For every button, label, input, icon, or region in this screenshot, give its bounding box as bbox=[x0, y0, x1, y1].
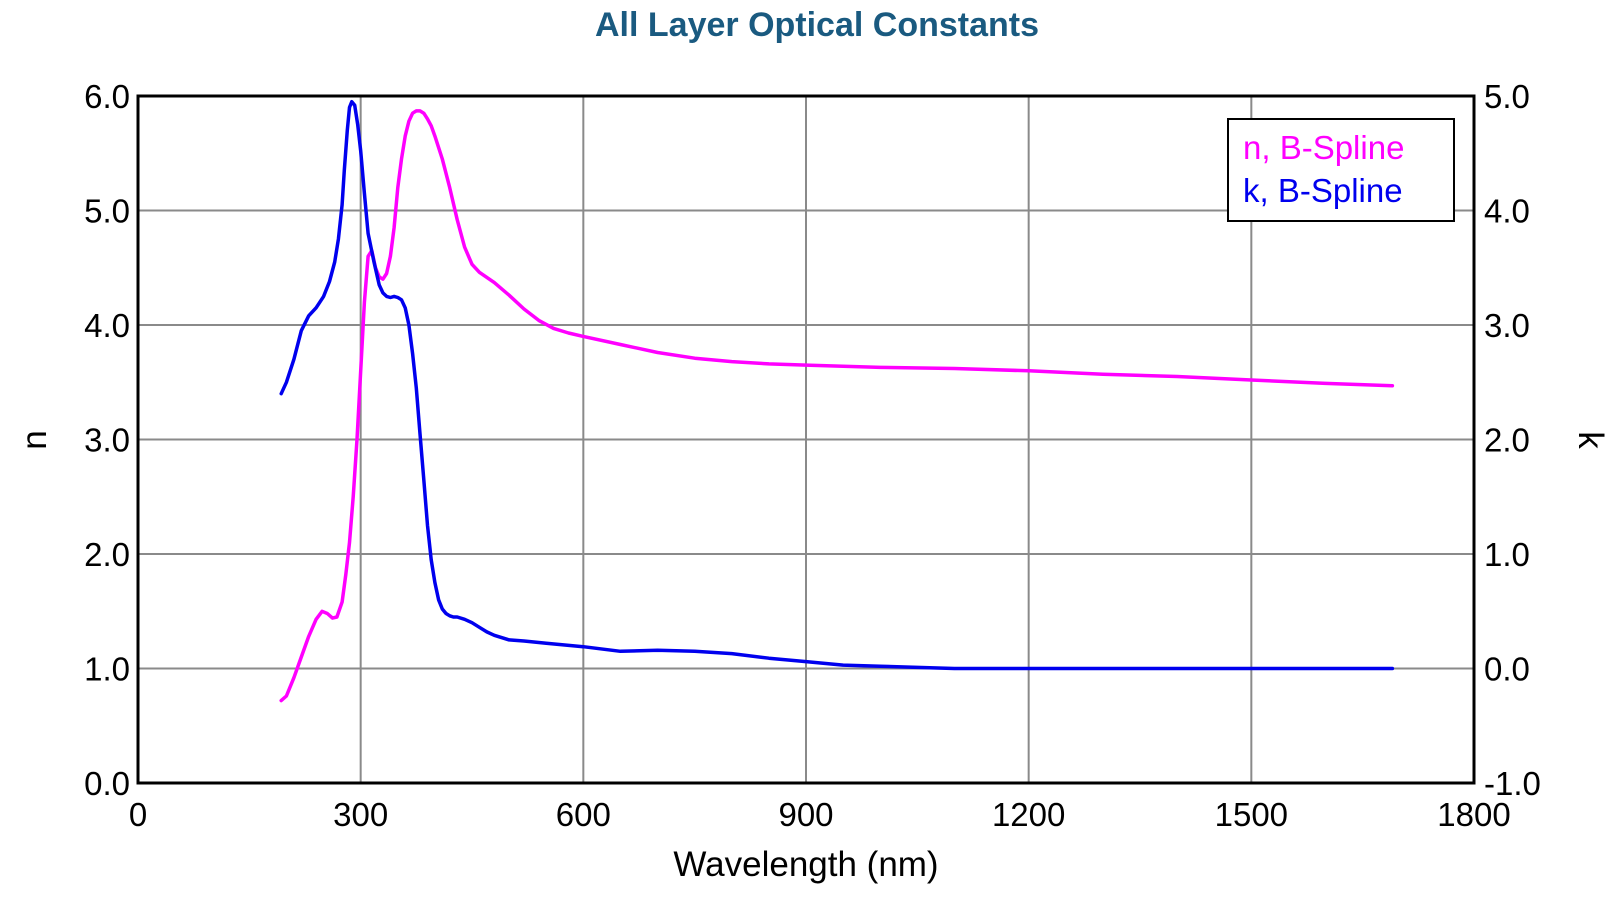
y-left-tick-label: 2.0 bbox=[84, 536, 130, 573]
y-right-tick-label: 1.0 bbox=[1484, 536, 1530, 573]
chart-title: All Layer Optical Constants bbox=[595, 6, 1039, 44]
y-left-axis-ticks: 0.0 1.0 2.0 3.0 4.0 5.0 6.0 bbox=[84, 78, 130, 802]
y-right-tick-label: 4.0 bbox=[1484, 193, 1530, 230]
x-tick-label: 600 bbox=[556, 796, 611, 833]
x-tick-label: 1200 bbox=[992, 796, 1065, 833]
x-axis-ticks: 0 300 600 900 1200 1500 1800 bbox=[129, 796, 1511, 833]
legend: n, B-Spline k, B-Spline bbox=[1227, 118, 1455, 222]
x-axis-label: Wavelength (nm) bbox=[673, 845, 938, 884]
y-left-tick-label: 5.0 bbox=[84, 193, 130, 230]
series-line-k bbox=[279, 99, 1395, 671]
y-right-tick-label: 5.0 bbox=[1484, 78, 1530, 115]
y-right-axis-ticks: -1.0 0.0 1.0 2.0 3.0 4.0 5.0 bbox=[1484, 78, 1541, 802]
y-right-tick-label: 0.0 bbox=[1484, 651, 1530, 688]
x-tick-label: 1500 bbox=[1215, 796, 1288, 833]
legend-entry-n: n, B-Spline bbox=[1243, 129, 1404, 166]
y-left-tick-label: 1.0 bbox=[84, 651, 130, 688]
y-right-tick-label: 3.0 bbox=[1484, 307, 1530, 344]
y-left-axis-label: n bbox=[15, 430, 54, 449]
x-tick-label: 300 bbox=[333, 796, 388, 833]
x-tick-label: 900 bbox=[778, 796, 833, 833]
y-left-tick-label: 4.0 bbox=[84, 307, 130, 344]
y-left-tick-label: 6.0 bbox=[84, 78, 130, 115]
y-left-tick-label: 3.0 bbox=[84, 422, 130, 459]
y-left-tick-label: 0.0 bbox=[84, 765, 130, 802]
y-right-tick-label: -1.0 bbox=[1484, 765, 1541, 802]
x-tick-label: 1800 bbox=[1437, 796, 1510, 833]
x-tick-label: 0 bbox=[129, 796, 147, 833]
y-right-tick-label: 2.0 bbox=[1484, 422, 1530, 459]
plot-frame bbox=[136, 94, 1476, 785]
legend-entry-k: k, B-Spline bbox=[1243, 172, 1403, 209]
series-layer bbox=[279, 99, 1395, 703]
series-line-n bbox=[279, 109, 1395, 703]
legend-box bbox=[1227, 118, 1455, 222]
y-right-axis-label: k bbox=[1571, 431, 1610, 449]
